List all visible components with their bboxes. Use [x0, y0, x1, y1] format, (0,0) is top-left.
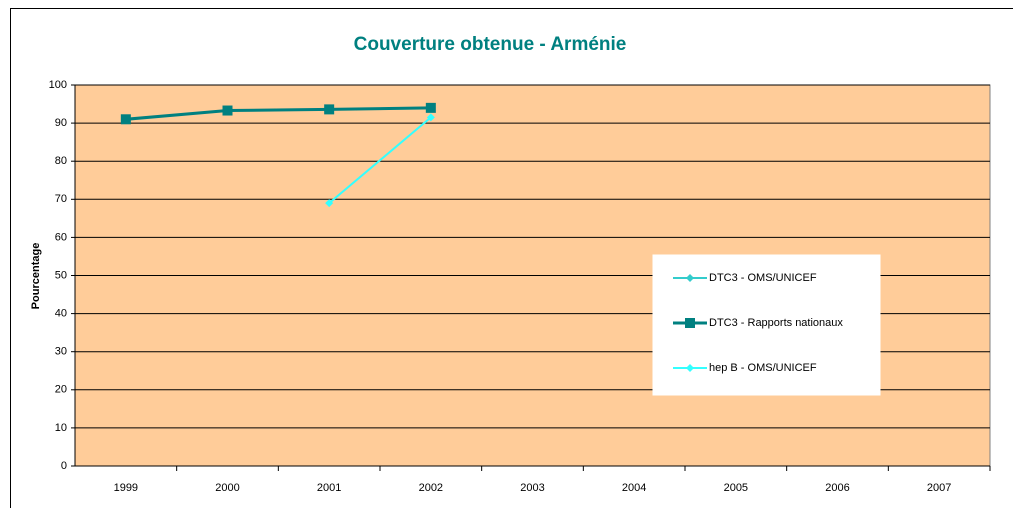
y-tick-label: 50 — [55, 269, 67, 281]
data-point — [324, 104, 335, 115]
y-axis-label: Pourcentage — [30, 243, 42, 310]
y-tick-label: 10 — [55, 422, 67, 434]
y-tick-label: 70 — [55, 193, 67, 205]
legend-marker — [686, 364, 694, 372]
x-tick-label: 2000 — [215, 482, 239, 494]
legend-marker — [686, 274, 694, 282]
y-tick-label: 90 — [55, 117, 67, 129]
x-tick-label: 2006 — [825, 482, 849, 494]
legend-label: hep B - OMS/UNICEF — [709, 362, 817, 374]
y-tick-label: 40 — [55, 308, 67, 320]
legend-label: DTC3 - Rapports nationaux — [709, 317, 843, 329]
legend-label: DTC3 - OMS/UNICEF — [709, 272, 817, 284]
series-line — [125, 106, 431, 121]
data-point — [325, 199, 334, 208]
y-tick-label: 80 — [55, 155, 67, 167]
x-tick-label: 2003 — [520, 482, 544, 494]
data-point — [120, 114, 131, 125]
data-point — [425, 102, 436, 113]
y-tick-label: 100 — [49, 79, 67, 91]
y-tick-label: 0 — [61, 460, 67, 472]
x-tick-label: 2007 — [927, 482, 951, 494]
y-tick-label: 20 — [55, 384, 67, 396]
data-point — [222, 105, 233, 116]
y-tick-label: 30 — [55, 346, 67, 358]
x-tick-label: 2005 — [724, 482, 748, 494]
legend-marker — [685, 318, 695, 328]
chart-title: Couverture obtenue - Arménie — [354, 34, 627, 55]
x-tick-label: 2001 — [317, 482, 341, 494]
x-tick-label: 2002 — [419, 482, 443, 494]
y-tick-label: 60 — [55, 231, 67, 243]
x-tick-label: 2004 — [622, 482, 646, 494]
series-line — [328, 116, 432, 204]
data-point — [426, 113, 435, 122]
x-tick-label: 1999 — [114, 482, 138, 494]
